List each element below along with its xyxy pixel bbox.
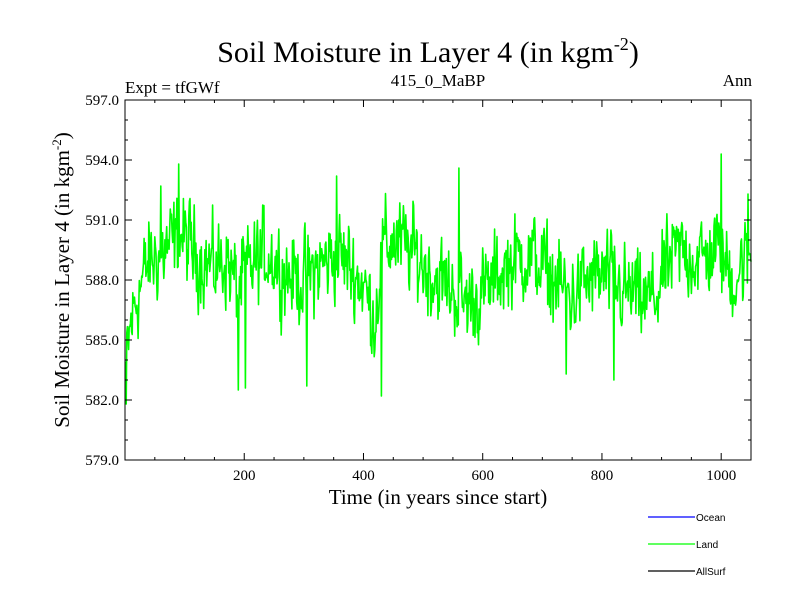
y-tick-label: 588.0 xyxy=(85,273,119,289)
legend-label-land: Land xyxy=(696,540,718,551)
y-tick-label: 585.0 xyxy=(85,333,119,349)
y-tick-label: 597.0 xyxy=(85,93,119,109)
season-label: Ann xyxy=(723,71,753,90)
series-line-land xyxy=(124,153,752,405)
y-tick-label: 579.0 xyxy=(85,453,119,469)
x-tick-label: 200 xyxy=(233,468,256,484)
legend-label-ocean: Ocean xyxy=(696,513,725,524)
x-tick-label: 600 xyxy=(471,468,494,484)
y-tick-label: 594.0 xyxy=(85,153,119,169)
experiment-label: Expt = tfGWf xyxy=(125,78,220,97)
x-tick-label: 400 xyxy=(352,468,375,484)
x-axis-label: Time (in years since start) xyxy=(329,485,548,509)
period-label: 415_0_MaBP xyxy=(391,71,485,90)
x-tick-label: 800 xyxy=(591,468,614,484)
y-tick-label: 582.0 xyxy=(85,393,119,409)
y-tick-label: 591.0 xyxy=(85,213,119,229)
chart-title: Soil Moisture in Layer 4 (in kgm-2) xyxy=(217,34,639,69)
x-tick-label: 1000 xyxy=(706,468,736,484)
y-axis-label: Soil Moisture in Layer 4 (in kgm-2) xyxy=(49,132,74,427)
legend: Ocean Land AllSurf xyxy=(648,513,726,578)
legend-label-allsurf: AllSurf xyxy=(696,567,726,578)
